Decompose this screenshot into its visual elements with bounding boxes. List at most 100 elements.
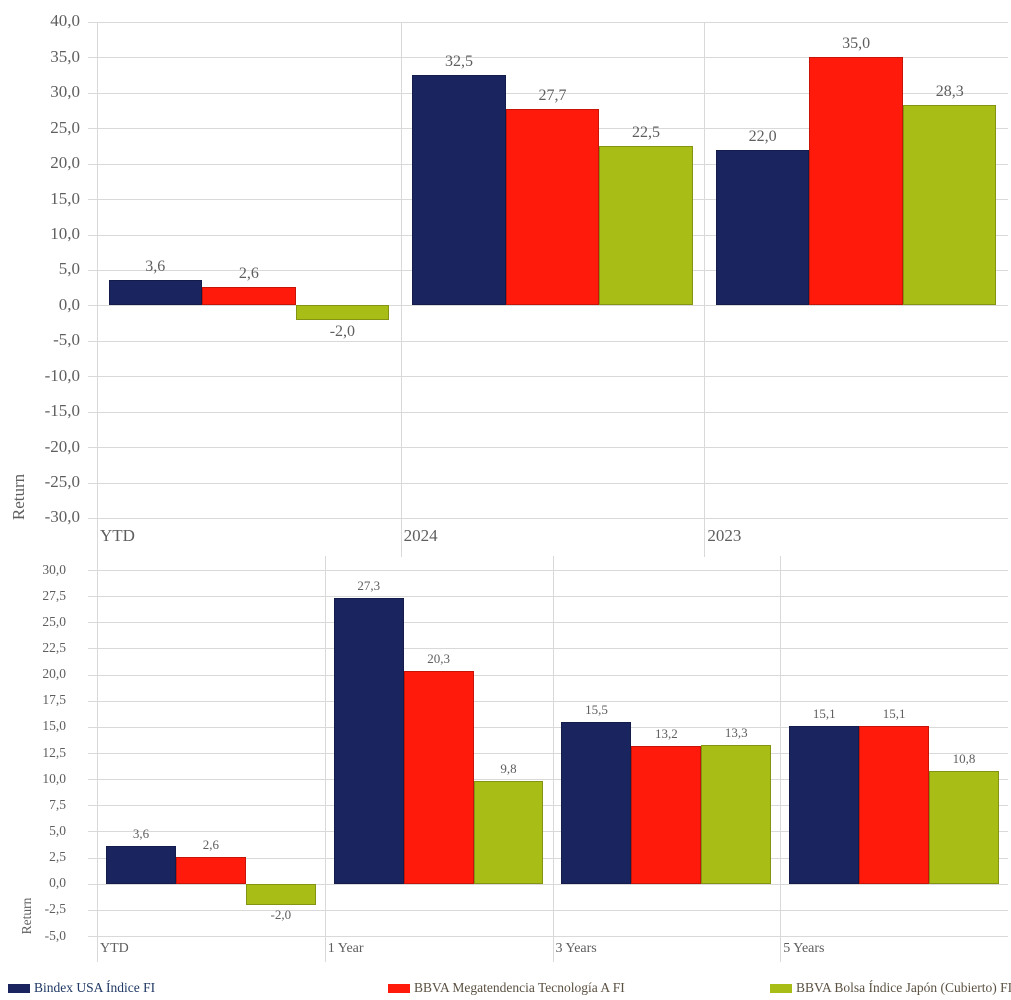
y-axis-tick-label: 40,0 (50, 11, 80, 31)
legend-label: BBVA Bolsa Índice Japón (Cubierto) FI (796, 980, 1011, 995)
bar-series1-cat0 (175, 856, 246, 884)
y-axis-tick-label: -25,0 (44, 472, 80, 492)
bar-value-label: 2,6 (238, 265, 259, 282)
gridline-h (88, 570, 1008, 571)
y-axis-tick-label: 12,5 (42, 744, 66, 760)
bar-value-label: 3,6 (145, 257, 166, 275)
bar-value-label: 13,3 (724, 724, 748, 740)
bar-value-label: 15,5 (585, 701, 608, 717)
gridline-v (97, 22, 98, 557)
legend-item-2: BBVA Bolsa Índice Japón (Cubierto) FI (770, 980, 1011, 996)
gridline-v (552, 556, 554, 962)
bar-series2-cat2 (902, 104, 997, 306)
bar-value-label: 13,2 (655, 725, 678, 741)
bar-series0-cat0 (105, 846, 176, 884)
bar-series1-cat1 (505, 109, 600, 306)
y-axis-tick-label: 25,0 (42, 613, 66, 629)
x-axis-label: YTD (100, 941, 129, 956)
navy-swatch (8, 983, 30, 993)
bar-series2-cat0 (295, 305, 390, 320)
gridline-h (88, 596, 1008, 598)
gridline-h (88, 857, 1008, 859)
bar-value-label: 15,1 (812, 705, 836, 721)
y-axis-tick-label: 7,5 (49, 796, 66, 812)
y-axis-tick-label: 10,0 (42, 770, 66, 786)
gridline-h (88, 909, 1008, 911)
gridline-v (780, 556, 782, 962)
x-axis-label: YTD (100, 526, 135, 545)
gridline-h (88, 936, 1008, 937)
y-axis-tick-label: 35,0 (50, 46, 80, 66)
bar-value-label: 32,5 (444, 53, 473, 71)
green-swatch (770, 983, 792, 993)
x-axis-label: 2024 (403, 526, 438, 545)
gridline-h (88, 831, 1008, 833)
bar-value-label: 20,3 (427, 651, 450, 667)
gridline-h (88, 753, 1008, 754)
bar-value-label: 28,3 (935, 82, 964, 100)
bar-series1-cat3 (859, 725, 930, 884)
bar-series0-cat0 (108, 279, 203, 306)
y-axis-tick-label: 25,0 (50, 117, 80, 137)
y-axis-tick-label: 5,0 (49, 823, 66, 839)
bar-value-label: 22,5 (632, 124, 661, 141)
y-axis-tick-label: -15,0 (44, 401, 80, 421)
bar-series0-cat2 (715, 149, 810, 306)
legend-label: Bindex USA Índice FI (34, 980, 156, 995)
gridline-v (704, 22, 706, 557)
gridline-v (400, 22, 402, 557)
y-axis-tick-label: 20,0 (42, 666, 66, 682)
y-axis-tick-label: 22,5 (42, 640, 66, 656)
y-axis-tick-label: -30,0 (44, 507, 80, 527)
bar-series0-cat1 (333, 598, 404, 884)
x-axis-label: 1 Year (327, 941, 364, 956)
gridline-h (88, 340, 1008, 342)
bar-value-label: 22,0 (748, 127, 777, 145)
bar-value-label: 10,8 (952, 750, 976, 766)
gridline-h (88, 779, 1008, 781)
bar-value-label: 27,7 (538, 87, 567, 105)
bar-value-label: 35,0 (842, 35, 871, 53)
y-axis-tick-label: 15,0 (42, 718, 66, 734)
bar-value-label: -2,0 (270, 906, 292, 922)
y-axis-tick-label: 0,0 (49, 875, 66, 891)
bar-series1-cat1 (403, 671, 474, 884)
y-axis-tick-label: -2,5 (44, 901, 66, 917)
x-axis-label: 2023 (707, 526, 742, 545)
bar-series0-cat2 (561, 721, 632, 884)
bar-series2-cat2 (701, 744, 772, 884)
y-axis-tick-label: -5,0 (44, 927, 66, 943)
y-axis-tick-label: 0,0 (58, 294, 80, 314)
gridline-h (88, 22, 1008, 23)
y-axis-tick-label: -20,0 (44, 436, 80, 456)
y-axis-tick-label: 15,0 (50, 188, 80, 208)
bar-value-label: 2,6 (202, 836, 219, 852)
y-axis-tick-label: 27,5 (42, 587, 66, 603)
bar-series2-cat1 (473, 781, 544, 884)
y-axis-tick-label: 10,0 (50, 224, 80, 244)
x-axis-label: 3 Years (555, 941, 597, 956)
bar-series1-cat0 (202, 287, 296, 306)
bar-series0-cat1 (412, 75, 506, 306)
bar-value-label: -2,0 (329, 322, 356, 340)
legend-item-1: BBVA Megatendencia Tecnología A FI (388, 980, 625, 996)
gridline-h (88, 700, 1008, 702)
bar-value-label: 27,3 (357, 578, 381, 594)
bar-series2-cat1 (599, 146, 693, 306)
gridline-h (88, 805, 1008, 807)
red-swatch (388, 983, 410, 993)
y-axis-tick-label: 5,0 (58, 259, 80, 279)
gridline-h (88, 57, 1008, 59)
gridline-h (88, 622, 1008, 624)
gridline-h (88, 305, 1008, 307)
y-axis-tick-label: 2,5 (49, 849, 66, 865)
y-axis-tick-label: 30,0 (50, 82, 80, 102)
gridline-h (88, 376, 1008, 378)
y-axis-tick-label: 20,0 (50, 153, 80, 173)
y-axis-tick-label: -5,0 (53, 330, 80, 350)
gridline-h (88, 411, 1008, 413)
gridline-h (88, 447, 1008, 449)
bar-series1-cat2 (631, 745, 702, 884)
